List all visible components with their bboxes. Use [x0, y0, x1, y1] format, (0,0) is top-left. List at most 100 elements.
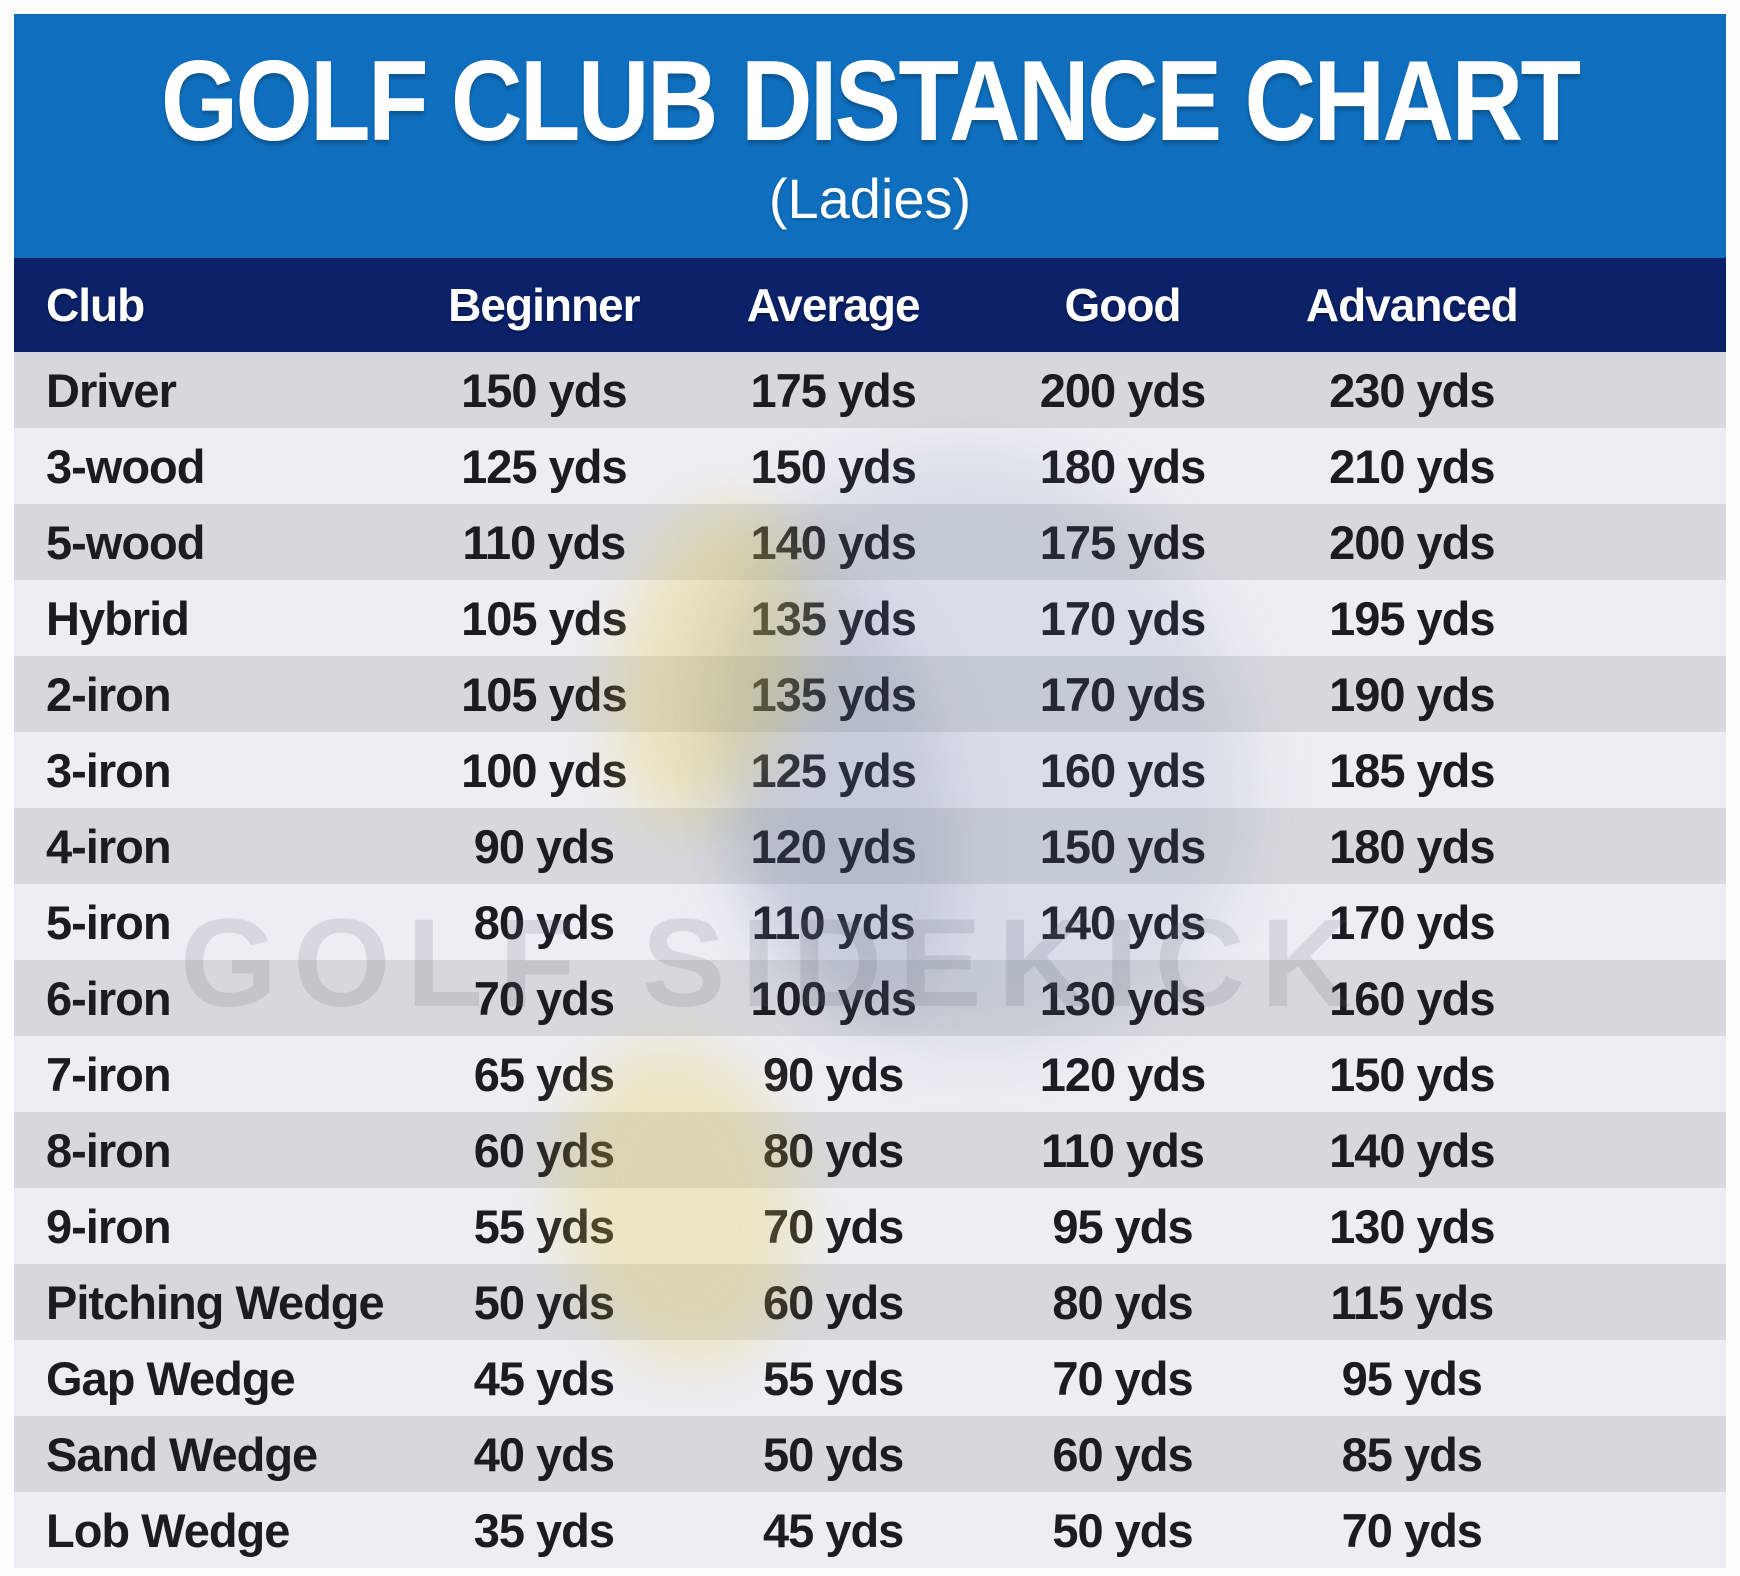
value-cell: 110 yds — [399, 504, 689, 580]
club-cell: 2-iron — [14, 656, 400, 732]
column-header-good: Good — [977, 258, 1268, 352]
club-cell: 3-wood — [14, 428, 400, 504]
value-cell: 70 yds — [688, 1188, 978, 1264]
value-cell: 180 yds — [1267, 808, 1557, 884]
value-cell: 210 yds — [1267, 428, 1557, 504]
table-row: 2-iron 105 yds 135 yds 170 yds 190 yds — [14, 656, 1726, 732]
value-cell: 185 yds — [1267, 732, 1557, 808]
table-row: Gap Wedge 45 yds 55 yds 70 yds 95 yds — [14, 1340, 1726, 1416]
value-cell: 180 yds — [977, 428, 1268, 504]
value-cell: 50 yds — [399, 1264, 689, 1340]
value-cell: 160 yds — [977, 732, 1268, 808]
row-spacer — [1556, 1340, 1726, 1416]
table-row: 5-iron 80 yds 110 yds 140 yds 170 yds — [14, 884, 1726, 960]
value-cell: 90 yds — [399, 808, 689, 884]
row-spacer — [1556, 1188, 1726, 1264]
value-cell: 170 yds — [977, 580, 1268, 656]
row-spacer — [1556, 1264, 1726, 1340]
value-cell: 100 yds — [688, 960, 978, 1036]
row-spacer — [1556, 1416, 1726, 1492]
chart-subtitle: (Ladies) — [768, 167, 972, 231]
value-cell: 35 yds — [399, 1492, 689, 1568]
column-header-beginner: Beginner — [399, 258, 689, 352]
row-spacer — [1556, 580, 1726, 656]
value-cell: 110 yds — [977, 1112, 1268, 1188]
row-spacer — [1556, 732, 1726, 808]
table-row: Lob Wedge 35 yds 45 yds 50 yds 70 yds — [14, 1492, 1726, 1568]
table-row: Sand Wedge 40 yds 50 yds 60 yds 85 yds — [14, 1416, 1726, 1492]
club-cell: Gap Wedge — [14, 1340, 400, 1416]
value-cell: 55 yds — [399, 1188, 689, 1264]
value-cell: 125 yds — [688, 732, 978, 808]
row-spacer — [1556, 656, 1726, 732]
table-row: Driver 150 yds 175 yds 200 yds 230 yds — [14, 352, 1726, 428]
value-cell: 80 yds — [399, 884, 689, 960]
table-row: 7-iron 65 yds 90 yds 120 yds 150 yds — [14, 1036, 1726, 1112]
table-row: 3-iron 100 yds 125 yds 160 yds 185 yds — [14, 732, 1726, 808]
column-header-average: Average — [688, 258, 978, 352]
value-cell: 125 yds — [399, 428, 689, 504]
row-spacer — [1556, 808, 1726, 884]
value-cell: 190 yds — [1267, 656, 1557, 732]
value-cell: 130 yds — [977, 960, 1268, 1036]
table-row: 8-iron 60 yds 80 yds 110 yds 140 yds — [14, 1112, 1726, 1188]
value-cell: 95 yds — [977, 1188, 1268, 1264]
row-spacer — [1556, 428, 1726, 504]
row-spacer — [1556, 1492, 1726, 1568]
value-cell: 140 yds — [688, 504, 978, 580]
row-spacer — [1556, 504, 1726, 580]
column-header-club: Club — [14, 258, 400, 352]
row-spacer — [1556, 1112, 1726, 1188]
chart-title: GOLF CLUB DISTANCE CHART — [161, 38, 1581, 166]
row-spacer — [1556, 352, 1726, 428]
value-cell: 60 yds — [688, 1264, 978, 1340]
club-cell: Sand Wedge — [14, 1416, 400, 1492]
club-cell: 4-iron — [14, 808, 400, 884]
value-cell: 175 yds — [977, 504, 1268, 580]
value-cell: 175 yds — [688, 352, 978, 428]
value-cell: 130 yds — [1267, 1188, 1557, 1264]
row-spacer — [1556, 884, 1726, 960]
club-cell: Lob Wedge — [14, 1492, 400, 1568]
value-cell: 170 yds — [1267, 884, 1557, 960]
club-cell: 7-iron — [14, 1036, 400, 1112]
club-cell: Driver — [14, 352, 400, 428]
value-cell: 115 yds — [1267, 1264, 1557, 1340]
value-cell: 150 yds — [688, 428, 978, 504]
value-cell: 60 yds — [399, 1112, 689, 1188]
table-row: 3-wood 125 yds 150 yds 180 yds 210 yds — [14, 428, 1726, 504]
value-cell: 100 yds — [399, 732, 689, 808]
value-cell: 95 yds — [1267, 1340, 1557, 1416]
value-cell: 105 yds — [399, 580, 689, 656]
value-cell: 135 yds — [688, 580, 978, 656]
value-cell: 200 yds — [1267, 504, 1557, 580]
club-cell: 5-wood — [14, 504, 400, 580]
value-cell: 105 yds — [399, 656, 689, 732]
value-cell: 150 yds — [1267, 1036, 1557, 1112]
value-cell: 120 yds — [688, 808, 978, 884]
value-cell: 70 yds — [977, 1340, 1268, 1416]
row-spacer — [1556, 960, 1726, 1036]
club-cell: Pitching Wedge — [14, 1264, 400, 1340]
table-row: 9-iron 55 yds 70 yds 95 yds 130 yds — [14, 1188, 1726, 1264]
value-cell: 230 yds — [1267, 352, 1557, 428]
club-cell: 8-iron — [14, 1112, 400, 1188]
value-cell: 200 yds — [977, 352, 1268, 428]
value-cell: 60 yds — [977, 1416, 1268, 1492]
table-row: Pitching Wedge 50 yds 60 yds 80 yds 115 yds — [14, 1264, 1726, 1340]
value-cell: 110 yds — [688, 884, 978, 960]
value-cell: 150 yds — [399, 352, 689, 428]
value-cell: 40 yds — [399, 1416, 689, 1492]
club-cell: 3-iron — [14, 732, 400, 808]
club-cell: 9-iron — [14, 1188, 400, 1264]
row-spacer — [1556, 1036, 1726, 1112]
table-row: 6-iron 70 yds 100 yds 130 yds 160 yds — [14, 960, 1726, 1036]
club-cell: Hybrid — [14, 580, 400, 656]
value-cell: 50 yds — [688, 1416, 978, 1492]
table-row: Hybrid 105 yds 135 yds 170 yds 195 yds — [14, 580, 1726, 656]
title-banner: GOLF CLUB DISTANCE CHART (Ladies) — [14, 14, 1726, 258]
value-cell: 85 yds — [1267, 1416, 1557, 1492]
value-cell: 160 yds — [1267, 960, 1557, 1036]
table-row: 5-wood 110 yds 140 yds 175 yds 200 yds — [14, 504, 1726, 580]
value-cell: 65 yds — [399, 1036, 689, 1112]
